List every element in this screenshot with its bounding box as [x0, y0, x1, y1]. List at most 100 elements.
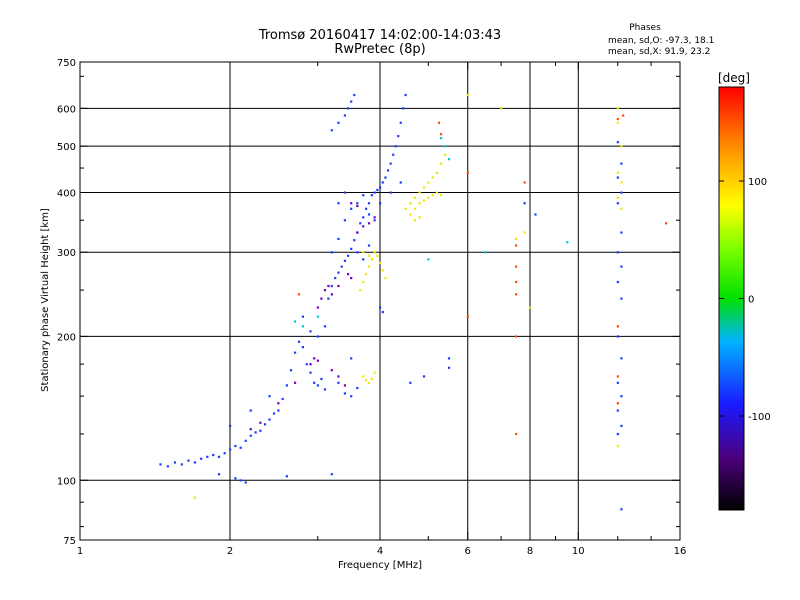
data-point — [293, 381, 297, 384]
colorbar-tick-label: -100 — [748, 412, 771, 423]
x-tick-label: 16 — [674, 546, 687, 557]
data-point — [370, 377, 373, 381]
data-point — [254, 431, 257, 434]
data-point — [399, 121, 402, 124]
data-point — [418, 202, 421, 205]
data-point — [289, 369, 293, 372]
data-point — [367, 254, 371, 257]
colorbar-tick-label: 100 — [748, 177, 767, 188]
data-point — [301, 315, 305, 318]
data-points — [159, 93, 668, 511]
data-point — [422, 199, 426, 202]
data-point — [620, 191, 623, 194]
data-point — [343, 219, 347, 222]
colorbar-ticks: 100 0 -100 — [719, 177, 771, 423]
data-point — [200, 457, 203, 460]
data-point — [367, 213, 371, 216]
data-point — [301, 325, 305, 328]
data-point — [320, 377, 323, 381]
data-point — [309, 363, 312, 366]
data-point — [362, 280, 365, 284]
data-point — [330, 129, 333, 132]
data-point — [337, 271, 340, 274]
data-point — [356, 231, 359, 234]
data-point — [305, 363, 308, 366]
chart-subtitle: RwPretec (8p) — [334, 42, 425, 57]
data-point — [297, 293, 301, 296]
data-point — [439, 137, 443, 140]
data-point — [323, 289, 327, 292]
data-point — [367, 265, 371, 268]
x-tick-labels: 1 2 4 6 8 10 16 — [77, 546, 687, 557]
colorbar-label: [deg] — [718, 71, 750, 85]
data-point — [616, 176, 619, 179]
data-point — [320, 297, 323, 300]
data-point — [229, 424, 232, 428]
data-point — [334, 276, 337, 280]
data-point — [523, 202, 526, 205]
data-point — [515, 280, 518, 284]
x-axis-label: Frequency [MHz] — [338, 560, 422, 571]
data-point — [616, 141, 619, 144]
data-point — [316, 315, 319, 318]
data-point — [327, 284, 330, 288]
data-point — [359, 289, 362, 292]
data-point — [392, 153, 395, 156]
data-point — [350, 395, 353, 398]
data-point — [616, 202, 619, 205]
data-point — [523, 231, 526, 234]
data-point — [285, 384, 288, 387]
data-point — [620, 162, 623, 165]
data-point — [399, 181, 402, 184]
x-tick-label: 4 — [377, 546, 383, 557]
y-tick-labels: 75 100 200 300 400 500 600 750 — [57, 58, 76, 547]
data-point — [370, 258, 373, 261]
data-point — [397, 135, 400, 138]
y-axis-label: Stationary phase Virtual Height [km] — [40, 208, 51, 392]
data-point — [616, 280, 619, 284]
data-point — [323, 388, 327, 391]
stats-line-x: mean, sd,X: 91.9, 23.2 — [608, 47, 710, 57]
data-point — [293, 351, 297, 354]
data-point — [365, 379, 368, 382]
data-point — [343, 384, 347, 387]
data-point — [379, 202, 382, 205]
data-point — [277, 409, 280, 412]
data-point — [665, 222, 668, 225]
data-point — [427, 181, 430, 184]
x-tick-label: 8 — [527, 546, 533, 557]
data-point — [206, 455, 209, 458]
data-point — [337, 284, 340, 288]
data-point — [337, 381, 340, 384]
data-point — [234, 477, 237, 480]
data-point — [422, 375, 426, 378]
data-point — [356, 386, 359, 390]
y-tick-label: 300 — [57, 248, 76, 259]
data-point — [515, 265, 518, 268]
data-point — [268, 395, 271, 398]
data-point — [386, 169, 390, 172]
data-point — [379, 306, 382, 309]
x-tick-label: 6 — [465, 546, 471, 557]
data-point — [484, 251, 487, 254]
data-point — [259, 421, 262, 424]
data-point — [515, 432, 518, 436]
data-point — [350, 276, 353, 280]
data-point — [350, 357, 353, 360]
data-point — [443, 153, 447, 156]
data-point — [435, 191, 438, 194]
data-point — [346, 254, 350, 257]
data-point — [316, 306, 319, 309]
data-point — [356, 202, 359, 205]
data-point — [379, 186, 382, 189]
data-point — [259, 429, 262, 432]
data-point — [447, 366, 451, 369]
data-point — [376, 188, 379, 192]
data-point — [616, 107, 619, 110]
data-point — [353, 93, 356, 97]
data-point — [309, 371, 312, 374]
data-point — [384, 176, 387, 179]
data-point — [422, 186, 426, 189]
data-point — [281, 397, 284, 401]
data-point — [616, 335, 619, 338]
